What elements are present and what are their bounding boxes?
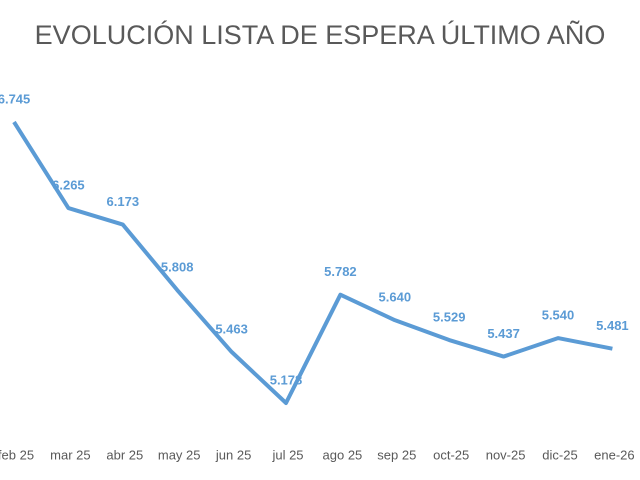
chart-title: EVOLUCIÓN LISTA DE ESPERA ÚLTIMO AÑO (35, 19, 606, 50)
x-tick-label: dic-25 (542, 447, 577, 462)
data-label: 6.265 (52, 178, 85, 193)
data-label: 6.745 (0, 91, 30, 106)
x-tick-label: ene-26 (594, 447, 634, 462)
data-label: 5.178 (270, 372, 303, 387)
x-tick-label: ago 25 (323, 447, 363, 462)
x-tick-label: sep 25 (377, 447, 416, 462)
data-label: 5.529 (433, 309, 466, 324)
x-tick-label: abr 25 (106, 447, 143, 462)
data-label: 5.808 (161, 259, 194, 274)
data-label: 5.782 (324, 264, 357, 279)
x-tick-label: nov-25 (486, 447, 526, 462)
x-tick-label: oct-25 (433, 447, 469, 462)
data-label: 5.437 (487, 326, 520, 341)
x-tick-label: jul 25 (271, 447, 303, 462)
line (12, 120, 613, 405)
x-tick-label: feb 25 (0, 447, 34, 462)
data-label: 5.463 (215, 321, 248, 336)
x-tick-label: mar 25 (50, 447, 90, 462)
x-tick-label: may 25 (158, 447, 201, 462)
x-tick-label: jun 25 (215, 447, 251, 462)
data-label: 5.481 (596, 318, 629, 333)
data-label: 5.540 (542, 308, 575, 323)
data-label: 5.640 (379, 290, 412, 305)
data-label: 6.173 (107, 194, 140, 209)
